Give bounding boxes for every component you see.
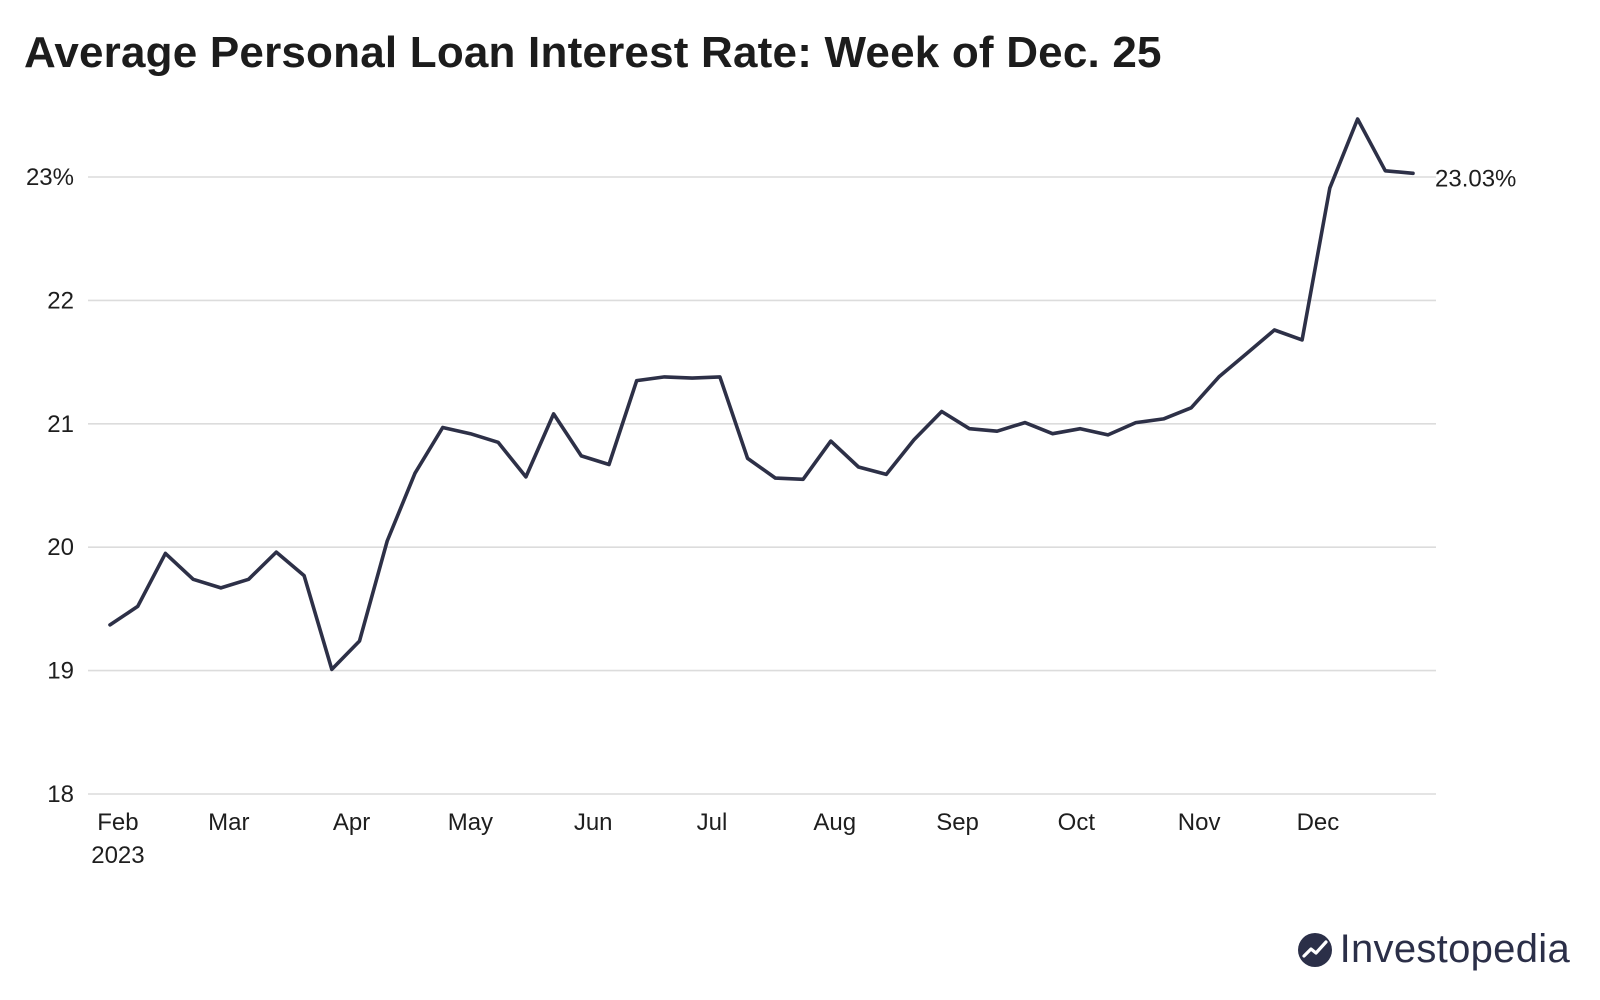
x-tick-label: Apr <box>333 809 370 836</box>
x-tick-label: Jul <box>697 809 728 836</box>
y-tick-label: 19 <box>47 658 74 685</box>
x-tick-label: Dec <box>1297 809 1340 836</box>
x-tick-label: Aug <box>813 809 856 836</box>
y-tick-label: 22 <box>47 287 74 314</box>
end-label-group: 23.03% <box>1435 165 1516 192</box>
brand-logo: Investopedia <box>1296 927 1570 972</box>
x-tick-label: Nov <box>1178 809 1221 836</box>
x-tick-label: Sep <box>936 809 979 836</box>
chart-title: Average Personal Loan Interest Rate: Wee… <box>24 28 1162 77</box>
x-tick-label: Mar <box>208 809 249 836</box>
end-value-label: 23.03% <box>1435 165 1516 192</box>
x-axis-ticks: Feb 2023 Mar Apr May Jun Jul Aug Sep Oct Nov Dec <box>91 809 1339 869</box>
y-tick-label: 18 <box>47 781 74 808</box>
x-tick-label: Feb <box>97 809 138 836</box>
x-tick-label: Oct <box>1058 809 1096 836</box>
y-axis-ticks: 18 19 20 21 22 23% <box>26 164 74 808</box>
y-tick-label: 21 <box>47 411 74 438</box>
y-tick-label: 20 <box>47 534 74 561</box>
series-line <box>108 117 1415 672</box>
investopedia-logo-icon <box>1297 932 1332 967</box>
series-group <box>108 117 1415 672</box>
x-tick-sublabel: 2023 <box>91 842 144 869</box>
x-tick-label: May <box>448 809 493 836</box>
brand-name: Investopedia <box>1339 927 1570 971</box>
gridlines <box>88 176 1436 795</box>
y-tick-label: 23% <box>26 164 74 191</box>
x-tick-label: Jun <box>574 809 613 836</box>
